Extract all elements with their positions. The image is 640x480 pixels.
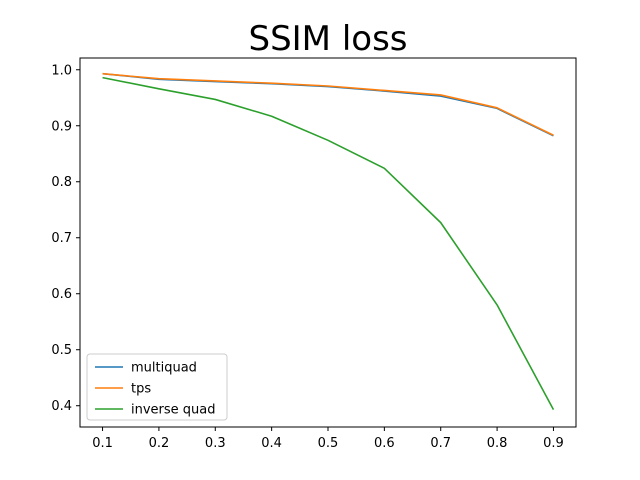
- chart-title: SSIM loss: [248, 19, 407, 59]
- x-tick-label: 0.2: [149, 436, 170, 451]
- y-tick-label: 0.9: [51, 119, 72, 134]
- x-tick-label: 0.5: [318, 436, 339, 451]
- x-tick-label: 0.3: [205, 436, 226, 451]
- x-tick-label: 0.4: [261, 436, 282, 451]
- y-tick-label: 0.4: [51, 399, 72, 414]
- series-line-inverse-quad: [102, 76, 555, 411]
- legend: multiquad tps inverse quad: [86, 353, 228, 421]
- x-tick-label: 0.1: [92, 436, 113, 451]
- y-tick-label: 0.5: [51, 343, 72, 358]
- y-tick-label: 0.7: [51, 231, 72, 246]
- legend-label-multiquad: multiquad: [131, 361, 197, 376]
- x-tick-label: 0.6: [374, 436, 395, 451]
- legend-label-tps: tps: [131, 382, 151, 397]
- y-tick-label: 0.6: [51, 287, 72, 302]
- x-tick-label: 0.8: [487, 436, 508, 451]
- legend-label-inverse-quad: inverse quad: [131, 403, 216, 418]
- y-axis: 0.4 0.5 0.6 0.7 0.8 0.9 1.0: [51, 63, 80, 414]
- series-line-tps: [102, 72, 554, 136]
- x-axis: 0.1 0.2 0.3 0.4 0.5 0.6 0.7 0.8 0.9: [92, 427, 564, 451]
- y-tick-label: 0.8: [51, 175, 72, 190]
- series-lines: [102, 72, 555, 411]
- x-tick-label: 0.9: [543, 436, 564, 451]
- y-tick-label: 1.0: [51, 63, 72, 78]
- legend-box: [86, 353, 228, 421]
- x-tick-label: 0.7: [430, 436, 451, 451]
